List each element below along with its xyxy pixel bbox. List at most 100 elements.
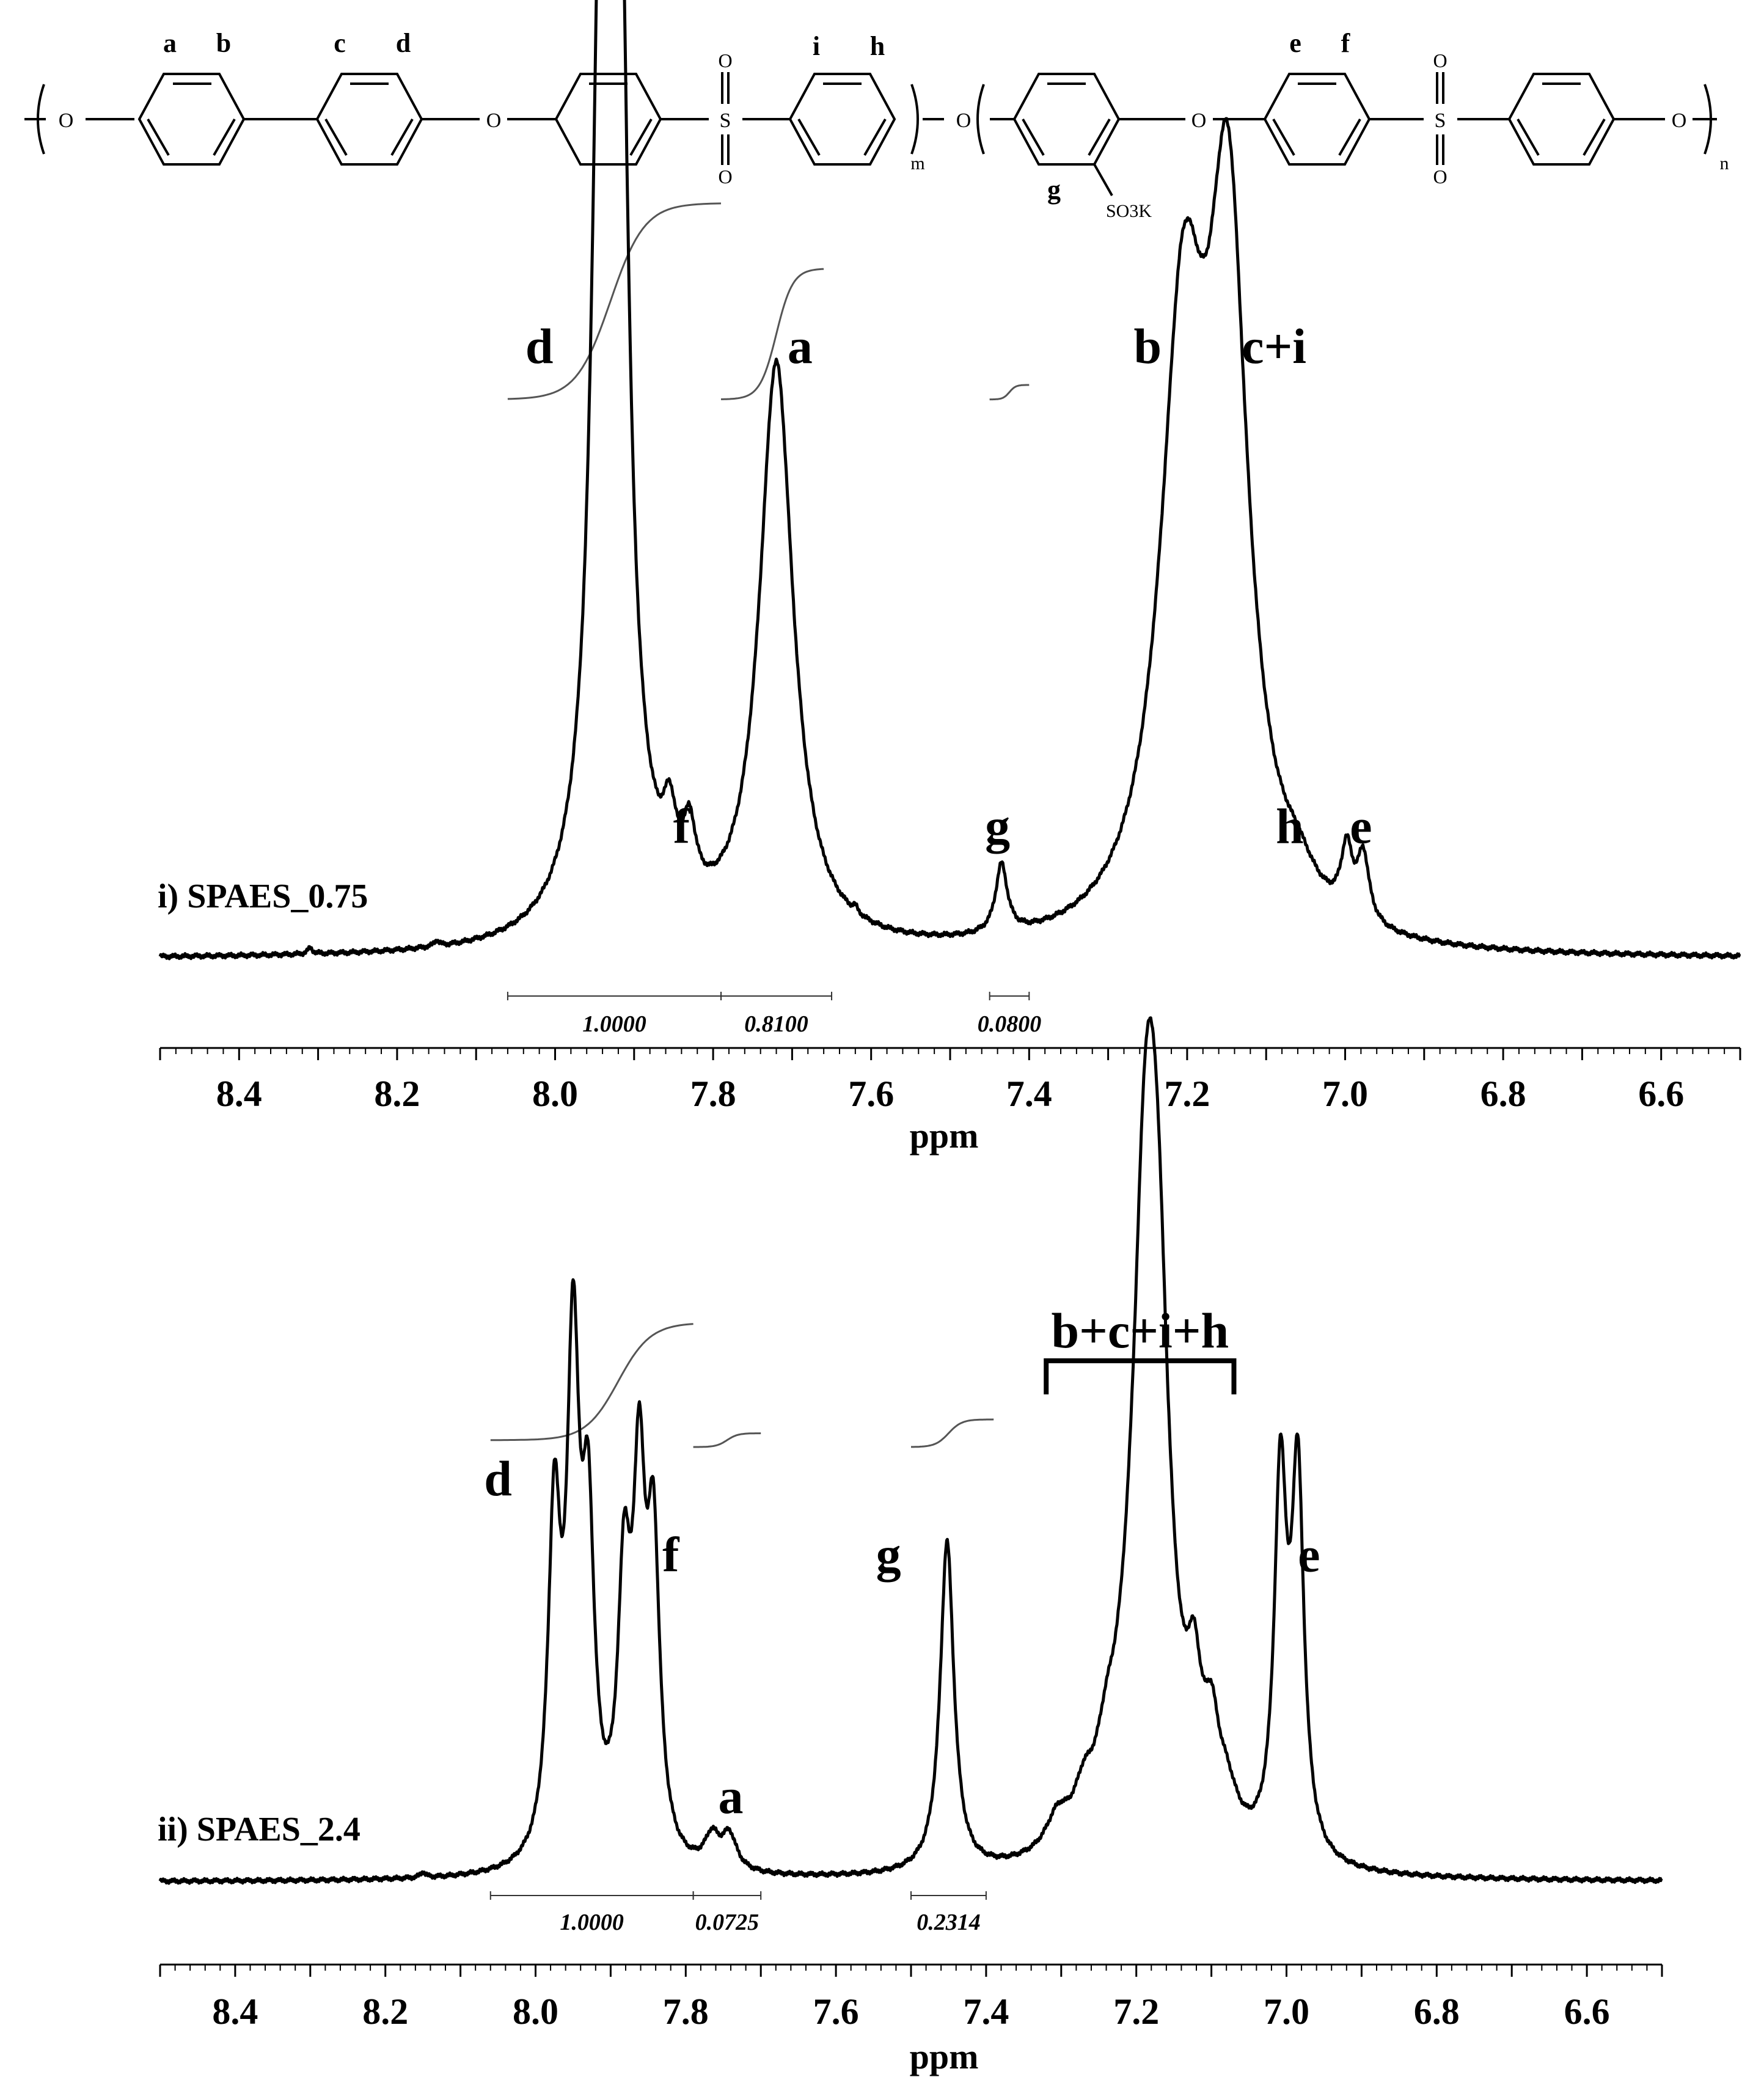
- panel-label: i) SPAES_0.75: [158, 877, 368, 915]
- integral-curve: [693, 1432, 761, 1448]
- repeat-n: n: [1720, 153, 1729, 174]
- ring-7: [1507, 73, 1616, 166]
- proton-label-d: d: [396, 28, 411, 58]
- peak-label-d: d: [525, 318, 554, 374]
- peak-label-f: f: [673, 799, 691, 854]
- oxygen-atom: O: [1433, 49, 1447, 71]
- proton-label-h: h: [870, 31, 885, 61]
- x-axis: 8.4 8.2 8.0 7.8 7.6 7.4 7.2 7.0 6.8 6.6: [159, 1963, 1663, 2032]
- peak-label-a: a: [788, 318, 813, 374]
- x-tick-label: 7.4: [1006, 1074, 1052, 1114]
- x-axis-label: ppm: [910, 1116, 979, 1156]
- integral-value: 0.0800: [978, 1011, 1042, 1037]
- ring-6: [1263, 73, 1371, 166]
- integral-curves: [507, 202, 1030, 401]
- peak-label-e: e: [1298, 1527, 1320, 1583]
- proton-label-a: a: [163, 28, 177, 58]
- x-tick-label: 7.2: [1164, 1074, 1210, 1114]
- peak-label-g: g: [985, 799, 1010, 854]
- ring-3: [554, 73, 662, 166]
- polymer-structure: [24, 72, 1717, 196]
- peak-label-f: f: [662, 1527, 680, 1583]
- right-paren-m: [910, 84, 919, 155]
- x-tick-label: 7.4: [963, 1991, 1009, 2032]
- peak-labels: d f a g e: [484, 1451, 1320, 1824]
- left-paren-m: [37, 84, 45, 155]
- proton-label-g: g: [1047, 175, 1061, 205]
- oxygen-atom: O: [956, 109, 972, 132]
- peak-label-d: d: [484, 1451, 512, 1506]
- oxygen-atom: O: [486, 109, 502, 132]
- oxygen-atom: O: [1191, 109, 1207, 132]
- bracket-line: [1044, 1358, 1237, 1394]
- oxygen-atom: O: [1672, 109, 1687, 132]
- x-tick-label: 7.6: [848, 1074, 894, 1114]
- x-tick-label: 8.2: [362, 1991, 408, 2032]
- ring-5: [1012, 73, 1121, 166]
- x-axis: 8.4 8.2 8.0 7.8 7.6 7.4 7.2 7.0 6.8 6.6: [159, 1047, 1741, 1114]
- peak-label-g: g: [876, 1527, 901, 1583]
- x-tick-label: 6.8: [1414, 1991, 1460, 2032]
- integral-value: 0.0725: [695, 1910, 759, 1935]
- x-tick-label: 7.2: [1113, 1991, 1159, 2032]
- proton-label-f: f: [1341, 28, 1351, 58]
- ring-1: [137, 73, 246, 166]
- peak-label-a: a: [719, 1768, 744, 1824]
- x-tick-label: 8.2: [374, 1074, 420, 1114]
- integral-curve: [490, 1323, 694, 1441]
- oxygen-atom: O: [718, 166, 732, 188]
- integral-regions: 1.0000 0.8100 0.0800: [507, 992, 1042, 1037]
- spectrum-trace-spaes-2-4: [158, 1016, 1663, 1885]
- integral-curve: [507, 202, 722, 400]
- x-tick-label: 7.0: [1264, 1991, 1309, 2032]
- oxygen-atom: O: [59, 109, 74, 132]
- x-tick-label: 7.8: [690, 1074, 736, 1114]
- integral-curve: [911, 1418, 994, 1448]
- peak-label-e: e: [1350, 799, 1372, 854]
- x-tick-label: 7.6: [813, 1991, 859, 2032]
- x-tick-label: 7.0: [1322, 1074, 1368, 1114]
- proton-label-b: b: [216, 28, 231, 58]
- oxygen-atom: O: [1433, 166, 1447, 188]
- proton-label-i: i: [813, 31, 820, 61]
- panel-label: ii) SPAES_2.4: [158, 1811, 360, 1848]
- ring-2: [315, 73, 423, 166]
- sulfur-atom: S: [1435, 109, 1446, 132]
- proton-label-e: e: [1289, 28, 1301, 58]
- left-paren-n: [976, 84, 985, 155]
- x-axis-label: ppm: [910, 2037, 979, 2076]
- x-tick-label: 8.4: [216, 1074, 262, 1114]
- peak-label-b-c-i-h: b+c+i+h: [1052, 1303, 1229, 1358]
- x-tick-label: 6.6: [1638, 1074, 1684, 1114]
- peak-labels: d a b c+i f g h e: [525, 318, 1372, 854]
- spectrum-trace-spaes-0-75: [158, 0, 1741, 961]
- integral-curve: [989, 384, 1030, 401]
- spectrum-panel-spaes-0-75: d a b c+if g h e 1.0000 0.8100 0.0800 8.4 8.2 8.0 7…: [158, 0, 1741, 1156]
- integral-value: 1.0000: [560, 1910, 624, 1935]
- peak-label-b: b: [1133, 318, 1162, 374]
- integral-value: 0.2314: [917, 1910, 981, 1935]
- peak-label-c-i: c+i: [1242, 318, 1306, 374]
- integral-regions: 1.0000 0.0725 0.2314: [489, 1891, 987, 1935]
- x-tick-label: 6.6: [1564, 1991, 1610, 2032]
- integral-curves: [490, 1323, 994, 1448]
- x-tick-label: 8.0: [513, 1991, 558, 2032]
- x-tick-label: 8.0: [532, 1074, 578, 1114]
- integral-value: 0.8100: [744, 1011, 808, 1037]
- proton-label-c: c: [334, 28, 346, 58]
- right-paren-n: [1704, 84, 1712, 155]
- ring-4: [788, 73, 896, 166]
- x-tick-label: 6.8: [1480, 1074, 1526, 1114]
- x-tick-label: 8.4: [212, 1991, 258, 2032]
- integral-value: 1.0000: [582, 1011, 646, 1037]
- sulfur-atom: S: [720, 109, 731, 132]
- x-tick-label: 7.8: [663, 1991, 709, 2032]
- peak-label-h: h: [1276, 799, 1304, 854]
- overlap-bracket: b+c+i+h: [1044, 1303, 1237, 1394]
- sulfonate-group: SO3K: [1106, 201, 1152, 221]
- repeat-m: m: [910, 153, 924, 174]
- integral-curve: [721, 268, 824, 400]
- oxygen-atom: O: [718, 49, 732, 71]
